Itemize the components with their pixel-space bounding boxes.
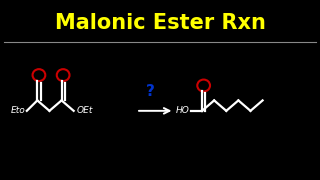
Text: HO: HO <box>175 106 189 115</box>
Text: ?: ? <box>146 84 155 99</box>
Text: Malonic Ester Rxn: Malonic Ester Rxn <box>55 13 265 33</box>
Text: OEt: OEt <box>76 106 93 115</box>
Text: Eto: Eto <box>11 106 26 115</box>
